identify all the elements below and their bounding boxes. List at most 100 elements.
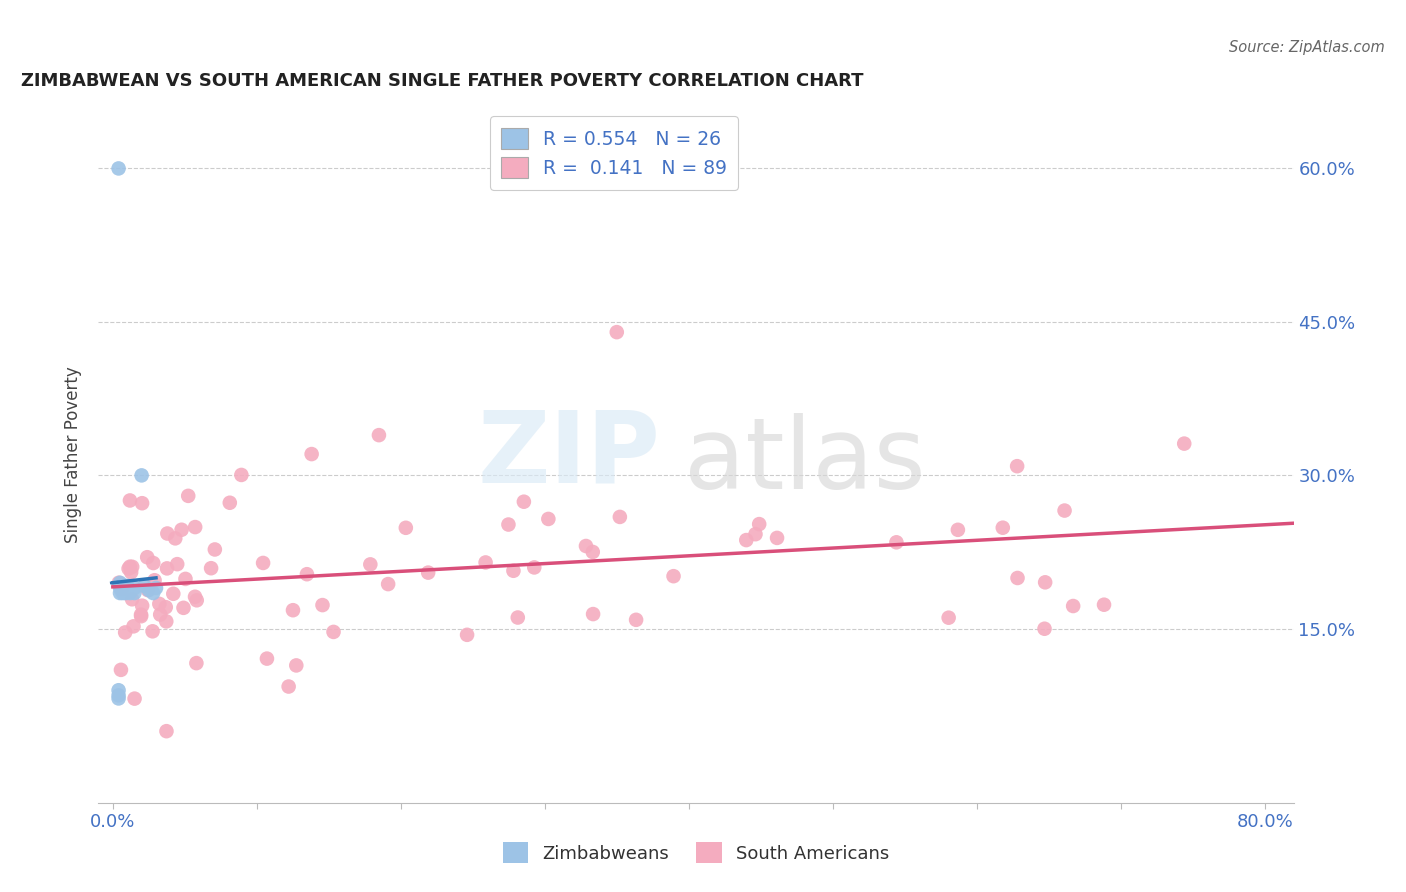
Point [186,656,208,670]
Text: atlas: atlas [685,413,925,510]
Text: ZIP: ZIP [477,407,661,503]
Point [107,691,129,706]
Point [991,521,1014,535]
Point [142,556,165,570]
Point [1053,503,1076,517]
Point [121,592,143,607]
Point [117,561,139,575]
Point [537,512,560,526]
Point [200,561,222,575]
Point [118,559,141,574]
Point [377,577,399,591]
Point [108,575,131,590]
Point [124,691,146,706]
Point [165,532,187,546]
Point [204,542,226,557]
Point [155,724,177,739]
Point [110,579,132,593]
Point [938,610,960,624]
Point [744,527,766,541]
Point [155,615,177,629]
Point [111,581,134,595]
Point [124,581,146,595]
Point [115,582,138,597]
Point [118,493,141,508]
Point [1092,598,1115,612]
Point [609,509,631,524]
Point [170,523,193,537]
Point [114,586,136,600]
Point [156,526,179,541]
Point [311,598,333,612]
Point [155,600,177,615]
Text: Source: ZipAtlas.com: Source: ZipAtlas.com [1229,40,1385,55]
Point [111,580,134,594]
Point [1033,622,1056,636]
Point [115,579,138,593]
Point [131,496,153,510]
Point [1173,436,1195,450]
Point [523,560,546,574]
Point [112,585,135,599]
Point [252,556,274,570]
Point [149,607,172,622]
Point [121,559,143,574]
Point [624,613,647,627]
Point [107,683,129,698]
Point [186,593,208,607]
Point [359,558,381,572]
Point [131,599,153,613]
Point [174,572,197,586]
Point [301,447,323,461]
Point [120,586,142,600]
Point [129,609,152,624]
Point [1007,571,1029,585]
Point [122,619,145,633]
Point [502,564,524,578]
Point [143,573,166,587]
Point [1062,599,1084,613]
Point [110,663,132,677]
Point [156,561,179,575]
Point [134,579,156,593]
Point [129,607,152,622]
Point [184,590,207,604]
Point [111,586,134,600]
Point [107,161,129,176]
Point [395,521,418,535]
Point [108,586,131,600]
Point [735,533,758,547]
Point [112,582,135,597]
Point [766,531,789,545]
Point [513,494,536,508]
Point [662,569,685,583]
Point [108,575,131,590]
Point [162,587,184,601]
Point [110,582,132,597]
Point [107,689,129,703]
Point [322,624,344,639]
Text: ZIMBABWEAN VS SOUTH AMERICAN SINGLE FATHER POVERTY CORRELATION CHART: ZIMBABWEAN VS SOUTH AMERICAN SINGLE FATH… [21,72,863,90]
Point [231,467,253,482]
Point [173,600,195,615]
Point [606,325,628,339]
Point [112,579,135,593]
Point [281,603,304,617]
Point [114,581,136,595]
Point [124,586,146,600]
Point [886,535,908,549]
Legend: Zimbabweans, South Americans: Zimbabweans, South Americans [495,835,897,871]
Point [418,566,440,580]
Point [131,468,153,483]
Point [368,428,391,442]
Point [1033,575,1056,590]
Point [145,581,167,595]
Point [108,581,131,595]
Point [1005,459,1028,474]
Point [218,496,240,510]
Point [474,556,496,570]
Point [184,520,207,534]
Point [498,517,520,532]
Point [285,658,308,673]
Point [136,583,159,598]
